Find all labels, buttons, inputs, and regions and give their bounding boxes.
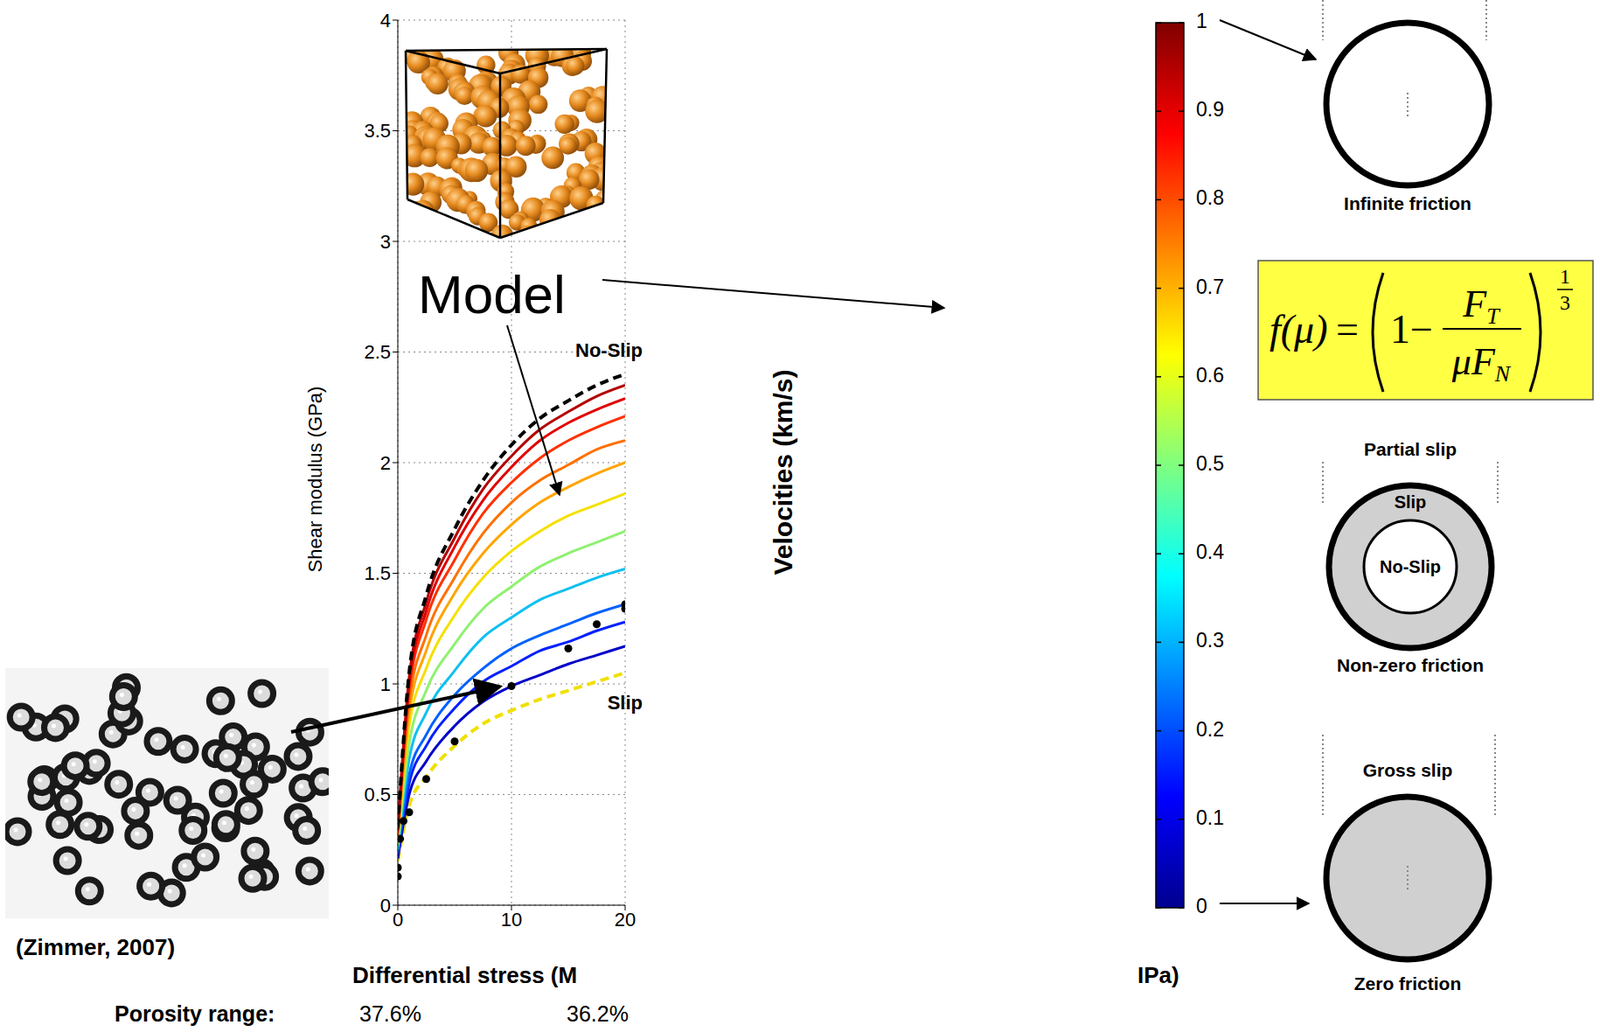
svg-text:2.5: 2.5 bbox=[363, 340, 391, 363]
svg-text:No-Slip: No-Slip bbox=[1379, 556, 1441, 577]
svg-text:3.5: 3.5 bbox=[363, 119, 391, 142]
svg-text:0.3: 0.3 bbox=[1196, 628, 1225, 652]
svg-text:0.6: 0.6 bbox=[1196, 363, 1225, 387]
svg-text:Shear modulus (GPa): Shear modulus (GPa) bbox=[304, 386, 327, 573]
svg-text:0.8: 0.8 bbox=[1196, 186, 1225, 209]
svg-text:Velocities (km/s): Velocities (km/s) bbox=[768, 368, 798, 575]
svg-text:2: 2 bbox=[380, 452, 391, 474]
svg-text:36.2%: 36.2% bbox=[566, 1001, 629, 1026]
svg-text:IPa): IPa) bbox=[1137, 961, 1180, 988]
svg-text:=: = bbox=[1335, 306, 1359, 352]
svg-text:1: 1 bbox=[1196, 9, 1208, 33]
svg-text:No-Slip: No-Slip bbox=[575, 339, 643, 362]
svg-text:Infinite friction: Infinite friction bbox=[1343, 193, 1472, 214]
svg-text:3: 3 bbox=[1559, 291, 1571, 314]
svg-text:1−: 1− bbox=[1390, 306, 1434, 352]
svg-text:Slip: Slip bbox=[1394, 492, 1427, 512]
svg-text:1: 1 bbox=[380, 673, 391, 696]
svg-text:0: 0 bbox=[1196, 894, 1208, 918]
svg-text:Non-zero friction: Non-zero friction bbox=[1336, 654, 1484, 675]
svg-text:1: 1 bbox=[1559, 264, 1571, 288]
svg-text:Slip: Slip bbox=[607, 691, 643, 714]
svg-text:μFN: μFN bbox=[1451, 340, 1512, 387]
svg-text:0.9: 0.9 bbox=[1196, 97, 1225, 121]
svg-text:Differential stress (M: Differential stress (M bbox=[352, 961, 578, 988]
svg-text:0.1: 0.1 bbox=[1196, 806, 1225, 829]
svg-text:0.5: 0.5 bbox=[363, 783, 391, 806]
svg-text:Porosity range:: Porosity range: bbox=[114, 1001, 275, 1026]
svg-text:Model: Model bbox=[417, 264, 566, 325]
svg-text:(Zimmer, 2007): (Zimmer, 2007) bbox=[15, 933, 175, 960]
svg-text:FT: FT bbox=[1461, 282, 1501, 329]
svg-text:0.2: 0.2 bbox=[1196, 717, 1225, 741]
svg-text:Gross slip: Gross slip bbox=[1363, 759, 1454, 780]
svg-text:10: 10 bbox=[500, 908, 522, 931]
svg-text:0.4: 0.4 bbox=[1196, 540, 1225, 564]
svg-text:1.5: 1.5 bbox=[363, 562, 391, 585]
svg-text:37.6%: 37.6% bbox=[359, 1001, 422, 1026]
svg-text:20: 20 bbox=[614, 908, 636, 931]
svg-text:Partial slip: Partial slip bbox=[1363, 438, 1457, 460]
svg-text:0: 0 bbox=[392, 908, 404, 931]
svg-text:3: 3 bbox=[380, 230, 391, 253]
svg-text:0.5: 0.5 bbox=[1196, 452, 1225, 475]
svg-text:0: 0 bbox=[380, 894, 391, 917]
svg-text:f(μ): f(μ) bbox=[1269, 306, 1329, 352]
svg-text:0.7: 0.7 bbox=[1196, 275, 1225, 299]
svg-text:Zero friction: Zero friction bbox=[1354, 973, 1462, 994]
svg-text:4: 4 bbox=[380, 9, 391, 32]
